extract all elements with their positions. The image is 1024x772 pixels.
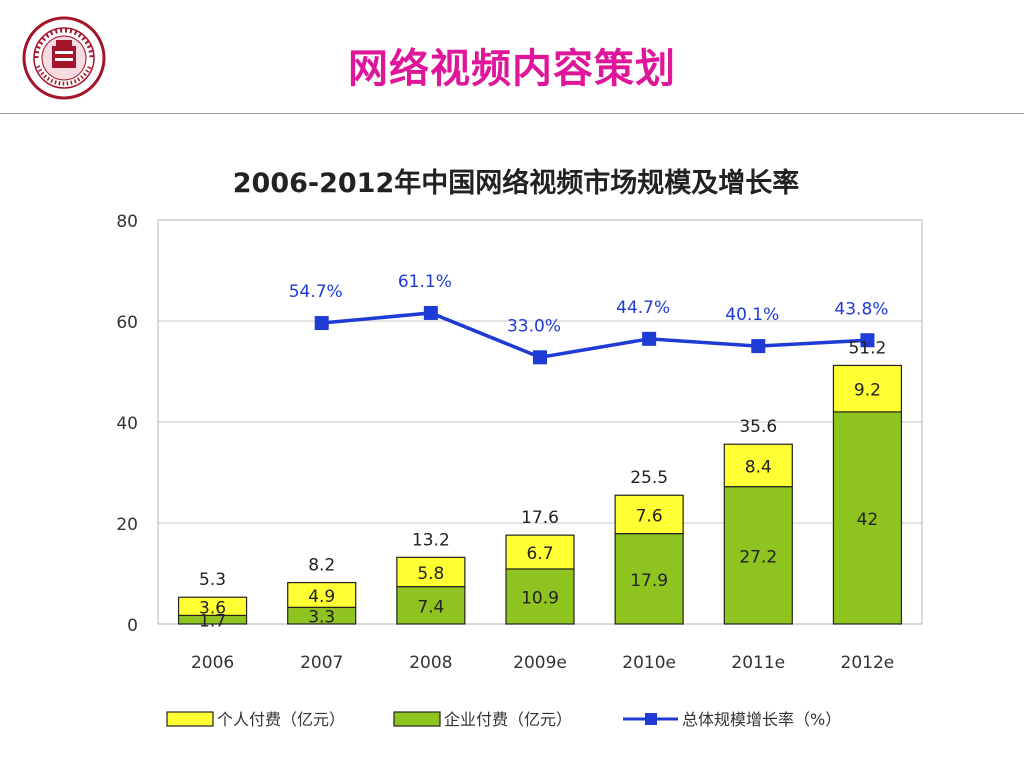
- label-enterprise: 3.3: [308, 608, 335, 628]
- legend-label-personal: 个人付费（亿元）: [217, 710, 345, 729]
- x-tick-label: 2009e: [513, 653, 567, 673]
- bar-enterprise: [396, 586, 466, 625]
- bar-personal: [396, 556, 466, 588]
- label-enterprise: 27.2: [739, 547, 777, 567]
- growth-point: [642, 331, 657, 346]
- label-personal: 9.2: [854, 381, 881, 401]
- growth-label: 54.7%: [289, 282, 343, 302]
- label-enterprise: 7.4: [417, 597, 444, 617]
- y-tick-label: 20: [116, 515, 138, 535]
- legend: 个人付费（亿元） 企业付费（亿元） 总体规模增长率（%）: [166, 710, 841, 729]
- growth-line: [314, 305, 875, 365]
- bar-personal: [832, 364, 903, 413]
- label-total: 25.5: [630, 468, 668, 488]
- label-enterprise: 1.7: [199, 612, 226, 632]
- x-tick-label: 2007: [300, 653, 343, 673]
- bar-personal: [505, 534, 575, 570]
- label-total: 5.3: [199, 570, 226, 590]
- label-enterprise: 10.9: [521, 588, 559, 608]
- chart-title: 2006-2012年中国网络视频市场规模及增长率: [233, 167, 800, 199]
- growth-point: [423, 305, 438, 320]
- university-seal-icon: [22, 16, 106, 100]
- growth-point: [533, 350, 547, 365]
- y-tick-label: 40: [116, 414, 138, 434]
- growth-label: 43.8%: [834, 299, 888, 319]
- growth-label: 33.0%: [507, 316, 561, 336]
- x-tick-label: 2011e: [731, 653, 785, 673]
- label-total: 35.6: [739, 417, 777, 437]
- growth-point: [751, 339, 766, 354]
- growth-line-path: [321, 311, 868, 360]
- label-total: 13.2: [412, 530, 450, 550]
- x-tick-label: 2012e: [841, 653, 895, 673]
- label-total: 51.2: [848, 338, 886, 358]
- legend-swatch-enterprise: [393, 711, 441, 727]
- label-total: 8.2: [308, 556, 335, 576]
- data-labels: 1.73.6 5.3 3.34.9 8.2 7.4 5.8 13.2 10.9 6.7 17.6 1…: [199, 272, 888, 632]
- axes: 0 20 40 60 80 2006 2007 2008 2009e 2010e 2011e 2012…: [116, 212, 923, 673]
- bar-personal: [287, 581, 357, 608]
- title-divider: [0, 113, 1024, 114]
- bars: [177, 364, 903, 625]
- legend-label-growth: 总体规模增长率（%）: [682, 710, 841, 729]
- bar-personal: [177, 596, 248, 617]
- slide-title: 网络视频内容策划: [348, 46, 676, 92]
- legend-label-enterprise: 企业付费（亿元）: [444, 710, 572, 729]
- bar-enterprise: [832, 411, 903, 625]
- x-tick-label: 2006: [191, 653, 234, 673]
- x-tick-label: 2010e: [622, 653, 676, 673]
- y-tick-label: 0: [127, 616, 138, 636]
- growth-point: [314, 316, 329, 331]
- growth-label: 40.1%: [725, 305, 779, 325]
- label-total: 17.6: [521, 508, 559, 528]
- growth-point: [860, 333, 875, 348]
- label-personal: 7.6: [636, 506, 663, 526]
- label-personal: 5.8: [417, 564, 444, 584]
- label-personal: 3.6: [199, 598, 226, 618]
- bar-enterprise: [614, 533, 684, 625]
- growth-label: 61.1%: [398, 272, 452, 292]
- growth-label: 44.7%: [616, 298, 670, 318]
- y-tick-label: 80: [116, 212, 138, 232]
- legend-swatch-personal: [166, 711, 214, 727]
- bar-personal: [723, 443, 793, 488]
- label-enterprise: 42: [857, 510, 879, 530]
- label-personal: 4.9: [308, 587, 335, 607]
- label-enterprise: 17.9: [630, 571, 668, 591]
- bar-personal: [614, 494, 684, 535]
- x-tick-label: 2008: [409, 653, 452, 673]
- label-personal: 8.4: [745, 457, 772, 477]
- y-tick-label: 60: [116, 313, 138, 333]
- bar-enterprise: [723, 486, 793, 625]
- legend-marker-growth: [645, 713, 657, 725]
- label-personal: 6.7: [526, 544, 553, 564]
